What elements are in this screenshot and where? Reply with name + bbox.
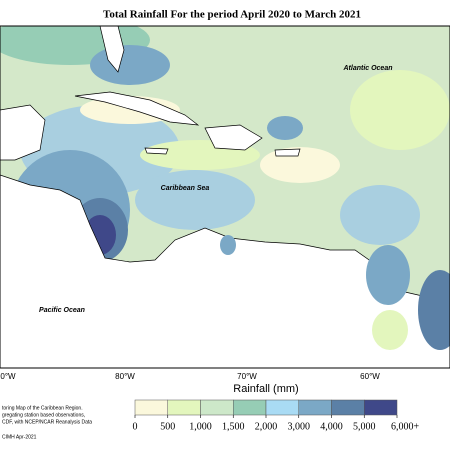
colorbar-swatch bbox=[167, 399, 201, 416]
colorbar-label: 5,000 bbox=[353, 421, 376, 432]
colorbar-swatch bbox=[233, 399, 267, 416]
colorbar-label: 4,000 bbox=[320, 421, 343, 432]
longitude-label: 80°W bbox=[115, 372, 135, 381]
colorbar-label: 500 bbox=[160, 421, 175, 432]
colorbar-swatch bbox=[134, 399, 168, 416]
cuba bbox=[74, 91, 200, 126]
footnote: toring Map of the Caribbean Region. bbox=[2, 405, 83, 411]
hispaniola bbox=[204, 124, 263, 151]
colorbar-swatch bbox=[364, 399, 398, 416]
longitude-label: 70°W bbox=[237, 372, 257, 381]
map-frame bbox=[0, 25, 450, 369]
rain-area bbox=[135, 170, 255, 230]
rain-area bbox=[418, 270, 450, 350]
colorbar: 0 500 1,000 1,500 2,000 3,000 4,000 5,000 6,000+ bbox=[133, 399, 420, 432]
rain-area bbox=[220, 235, 236, 255]
colorbar-label: 0 bbox=[133, 421, 138, 432]
ocean-label: Atlantic Ocean bbox=[342, 65, 392, 72]
rain-area bbox=[340, 185, 420, 245]
footnote: CIMH Apr-2021 bbox=[2, 434, 37, 440]
footnote: gregating station based observations, bbox=[2, 412, 85, 418]
jamaica bbox=[144, 147, 169, 155]
colorbar-label: 1,500 bbox=[222, 421, 245, 432]
footnote: CDF, with NCEP/NCAR Reanalysis Data bbox=[2, 419, 92, 425]
rain-area bbox=[260, 147, 340, 183]
title: Total Rainfall For the period April 2020… bbox=[103, 9, 361, 21]
ocean-label: Pacific Ocean bbox=[39, 307, 85, 314]
florida bbox=[99, 26, 125, 73]
colorbar-swatch bbox=[331, 399, 365, 416]
colorbar-label: 3,000 bbox=[288, 421, 311, 432]
puerto-rico bbox=[274, 148, 301, 157]
rain-area bbox=[90, 45, 170, 85]
rain-area bbox=[267, 116, 303, 140]
legend-title: Rainfall (mm) bbox=[233, 383, 298, 395]
colorbar-label: 1,000 bbox=[189, 421, 212, 432]
yucatan bbox=[0, 104, 46, 161]
longitude-label: 60°W bbox=[360, 372, 380, 381]
rain-area bbox=[366, 245, 410, 305]
sea-label: Caribbean Sea bbox=[161, 185, 210, 192]
colorbar-swatch bbox=[265, 399, 299, 416]
colorbar-swatch bbox=[200, 399, 234, 416]
rain-area bbox=[372, 310, 408, 350]
map: Atlantic Ocean Caribbean Sea Pacific Oce… bbox=[0, 25, 450, 381]
colorbar-swatch bbox=[298, 399, 332, 416]
longitude-label: 0°W bbox=[0, 372, 16, 381]
colorbar-label: 2,000 bbox=[255, 421, 278, 432]
rain-area bbox=[350, 70, 450, 150]
colorbar-label: 6,000+ bbox=[391, 421, 420, 432]
